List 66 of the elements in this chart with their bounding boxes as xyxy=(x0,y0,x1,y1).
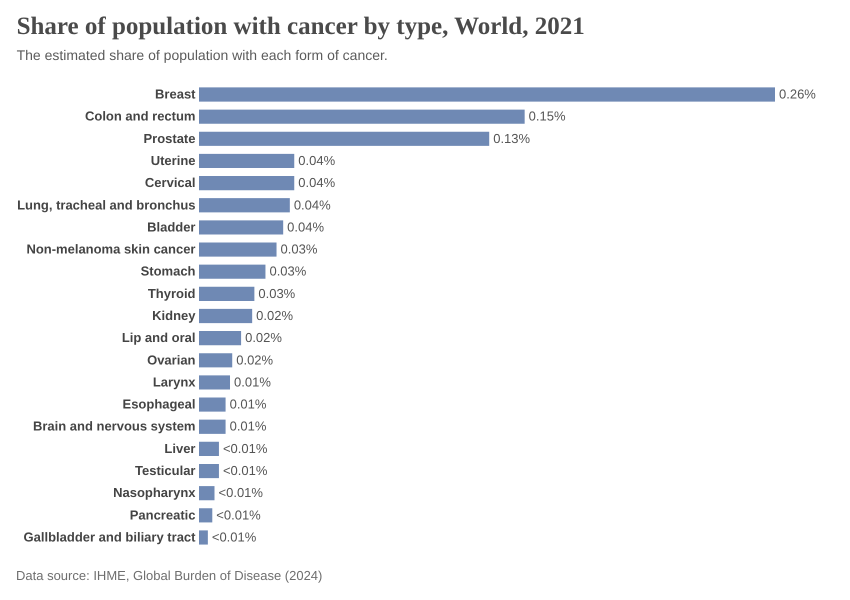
chart-title: Share of population with cancer by type, World, 2021 xyxy=(16,13,585,40)
data-label: 0.01% xyxy=(230,396,267,412)
y-tick-label: Uterine xyxy=(150,152,196,168)
y-tick-label: Gallbladder and biliary tract xyxy=(24,529,196,544)
y-tick-label: Nasopharynx xyxy=(113,485,196,500)
y-tick-label: Kidney xyxy=(152,308,196,323)
bar xyxy=(199,420,226,434)
data-label: 0.02% xyxy=(236,352,274,368)
data-label: 0.04% xyxy=(287,219,324,234)
bar xyxy=(199,87,775,102)
bar xyxy=(199,353,232,368)
bar xyxy=(199,486,215,500)
chart-subtitle: The estimated share of population with each form of cancer. xyxy=(16,47,388,63)
y-tick-label: Stomach xyxy=(140,264,196,279)
y-tick-label: Prostate xyxy=(143,130,196,146)
data-label: 0.01% xyxy=(230,418,267,434)
y-tick-label: Esophageal xyxy=(122,396,196,412)
data-label: <0.01% xyxy=(216,507,262,522)
bar xyxy=(199,530,208,545)
data-label: 0.02% xyxy=(256,308,294,323)
data-label: 0.13% xyxy=(493,130,531,146)
bar xyxy=(199,198,290,212)
y-tick-label: Pancreatic xyxy=(130,507,196,522)
y-tick-label: Liver xyxy=(164,440,196,456)
bar xyxy=(199,154,294,168)
data-label: 0.04% xyxy=(298,175,336,190)
data-label: <0.01% xyxy=(222,463,268,478)
bar xyxy=(199,398,226,412)
y-tick-label: Colon and rectum xyxy=(84,108,196,124)
bar xyxy=(199,464,219,478)
bar xyxy=(199,508,212,522)
data-label: 0.01% xyxy=(234,374,272,390)
bar xyxy=(199,286,254,301)
y-tick-label: Thyroid xyxy=(148,286,196,301)
y-tick-label: Lung, tracheal and bronchus xyxy=(17,197,196,212)
data-label: 0.04% xyxy=(294,197,332,212)
data-label: <0.01% xyxy=(222,440,268,456)
y-tick-label: Bladder xyxy=(147,219,196,234)
bar xyxy=(199,442,219,456)
data-label: 0.03% xyxy=(280,242,318,257)
bar xyxy=(199,220,284,234)
data-label: 0.26% xyxy=(779,86,816,102)
data-label: 0.03% xyxy=(269,264,307,279)
bar xyxy=(199,331,242,346)
data-label: 0.04% xyxy=(298,152,336,168)
y-tick-label: Ovarian xyxy=(147,352,196,368)
y-tick-label: Cervical xyxy=(144,175,196,190)
data-label: <0.01% xyxy=(218,485,264,500)
data-label: 0.15% xyxy=(528,108,566,124)
bar xyxy=(199,242,277,257)
bar xyxy=(199,264,266,279)
bar xyxy=(199,308,252,324)
data-label: 0.03% xyxy=(258,286,296,301)
y-tick-label: Non-melanoma skin cancer xyxy=(26,242,196,257)
bar xyxy=(199,375,230,390)
data-label: <0.01% xyxy=(212,529,257,544)
y-tick-label: Testicular xyxy=(135,463,196,478)
source-note: Data source: IHME, Global Burden of Disease (2024) xyxy=(16,568,322,583)
data-label: 0.02% xyxy=(245,330,282,346)
y-tick-label: Larynx xyxy=(152,374,196,390)
y-tick-label: Breast xyxy=(155,86,196,102)
y-tick-label: Brain and nervous system xyxy=(32,418,196,434)
y-tick-label: Lip and oral xyxy=(122,330,196,346)
bar xyxy=(199,132,490,146)
bar xyxy=(199,176,294,190)
bar xyxy=(199,110,525,124)
